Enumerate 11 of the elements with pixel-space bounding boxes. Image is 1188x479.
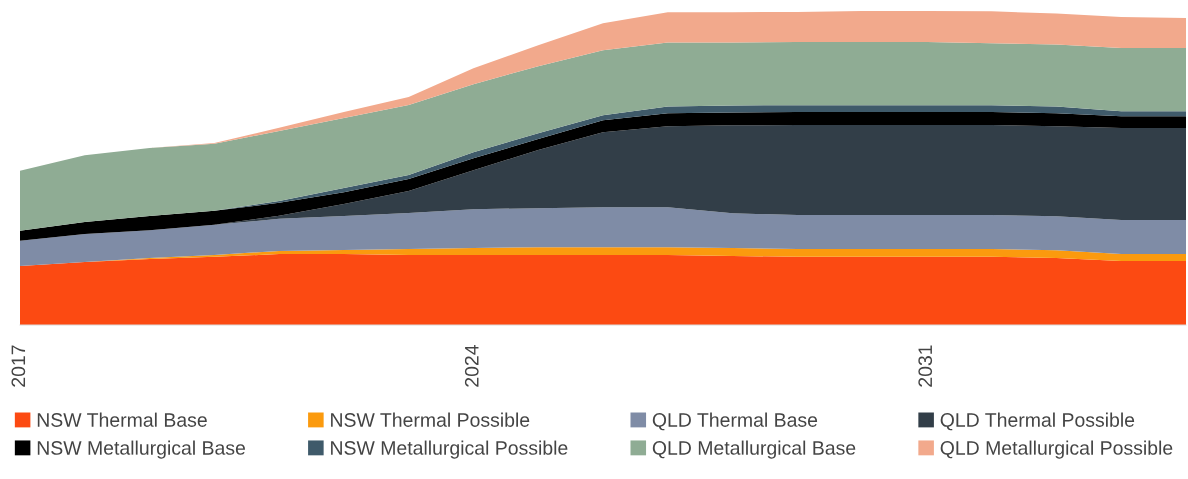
legend-label: QLD Thermal Possible xyxy=(940,412,1135,431)
x-tick-label: 2017 xyxy=(11,345,26,387)
legend-label: NSW Metallurgical Base xyxy=(37,440,245,459)
legend-label: NSW Metallurgical Possible xyxy=(331,440,568,459)
legend-label: QLD Metallurgical Base xyxy=(652,440,856,459)
legend-label: QLD Metallurgical Possible xyxy=(940,440,1173,459)
legend-label: NSW Thermal Base xyxy=(37,412,207,427)
legend-label: NSW Thermal Possible xyxy=(331,412,530,427)
x-tick-label: 2031 xyxy=(918,345,933,387)
legend-label: QLD Thermal Base xyxy=(652,412,818,431)
x-tick-label: 2024 xyxy=(464,345,479,387)
